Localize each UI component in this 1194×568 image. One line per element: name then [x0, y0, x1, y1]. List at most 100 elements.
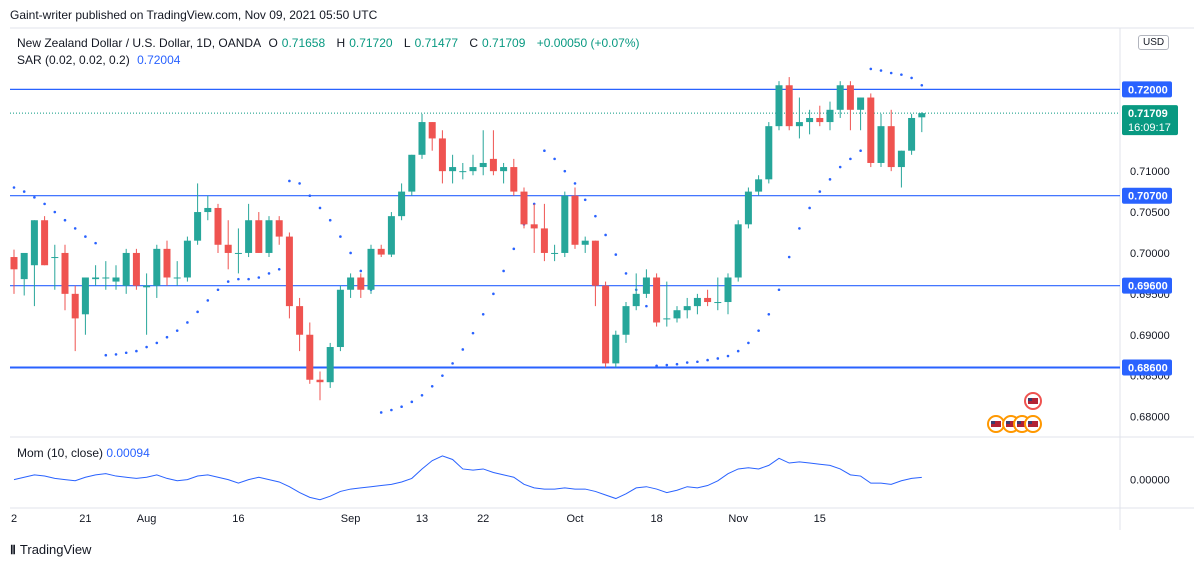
sar-dot	[726, 354, 730, 358]
candle-body	[183, 240, 191, 278]
time-tick-label: Nov	[728, 513, 748, 525]
sar-dot	[114, 353, 118, 356]
candle-body	[336, 289, 344, 348]
candle-body	[846, 85, 854, 110]
time-tick-label: 13	[416, 513, 428, 525]
sar-dot	[828, 178, 832, 181]
candle-body	[826, 109, 834, 123]
candle-body	[489, 158, 497, 172]
tradingview-footer[interactable]: Ⅱ TradingView	[10, 542, 91, 557]
currency-badge[interactable]: USD	[1138, 35, 1170, 50]
flag-stripes-icon	[991, 421, 1001, 427]
sar-dot	[267, 272, 271, 275]
candle-body	[316, 379, 324, 383]
candle-body	[122, 252, 130, 286]
candle-body	[571, 195, 579, 245]
time-tick-label: Oct	[566, 513, 583, 525]
sar-dot	[736, 349, 740, 353]
candle-body	[591, 240, 599, 286]
candle-body	[377, 248, 385, 255]
candle-body	[734, 224, 742, 278]
candle-body	[785, 85, 793, 127]
sar-dot	[349, 251, 352, 255]
sar-dot	[379, 411, 383, 414]
sar-dot	[257, 276, 261, 279]
candle-body	[653, 277, 661, 323]
candle-body	[10, 257, 18, 270]
sar-dot	[798, 227, 801, 230]
sar-dot	[308, 194, 312, 197]
sar-dot	[716, 357, 720, 360]
low-value: 0.71477	[414, 36, 458, 50]
sar-dot	[318, 206, 322, 210]
candle-body	[387, 216, 395, 255]
time-axis[interactable]: 2 21 Aug 16 Sep 13 22 Oct 18 Nov 15	[11, 513, 826, 525]
last-price-label: 0.71709	[1128, 108, 1168, 120]
candle-body	[163, 248, 171, 278]
sar-dot	[63, 218, 67, 222]
candle-body	[867, 97, 875, 163]
sar-dot	[859, 149, 862, 152]
level-price-tag	[1122, 359, 1172, 376]
candle-body	[632, 293, 640, 307]
candle-body	[693, 297, 701, 307]
sar-dot	[175, 329, 179, 332]
candle-body	[71, 293, 79, 319]
close-value: 0.71709	[482, 36, 526, 50]
sar-dot	[155, 341, 159, 345]
candle-body	[285, 236, 293, 307]
event-markers[interactable]	[987, 392, 1042, 433]
candle-body	[877, 126, 885, 163]
sar-dot	[685, 361, 689, 364]
candle-body	[408, 154, 416, 192]
candles	[10, 77, 926, 401]
candle-body	[857, 97, 865, 110]
level-price-tag	[1122, 187, 1172, 204]
countdown-label: 16:09:17	[1128, 122, 1171, 134]
candle-body	[530, 224, 538, 229]
low-label: L	[403, 36, 411, 50]
candle-body	[724, 277, 732, 303]
time-tick-label: Sep	[341, 513, 361, 525]
sar-dot	[492, 292, 495, 296]
sar-dot	[818, 190, 822, 193]
candle-body	[30, 220, 38, 266]
sar-dot	[226, 280, 230, 283]
candle-body	[265, 220, 273, 253]
candle-body	[275, 220, 283, 237]
candle-body	[143, 285, 151, 288]
candle-body	[765, 126, 773, 180]
candle-body	[897, 150, 905, 168]
level-price-tag	[1122, 81, 1172, 98]
sar-dot	[400, 405, 403, 409]
candle-body	[540, 228, 548, 253]
candle-body	[469, 167, 477, 172]
candle-body	[714, 302, 722, 304]
candle-body	[622, 306, 630, 335]
sar-dot	[655, 364, 658, 368]
chart-legend: New Zealand Dollar / U.S. Dollar, 1D, OA…	[17, 35, 644, 69]
sar-dot	[165, 335, 169, 339]
sar-dot	[604, 233, 607, 237]
sar-dot	[696, 360, 699, 364]
price-axis[interactable]: 0.720000.710000.705000.700000.695000.690…	[1122, 81, 1178, 424]
sar-dot	[675, 362, 679, 366]
candle-body	[112, 277, 120, 282]
sar-dot	[206, 299, 210, 302]
level-price-label: 0.72000	[1128, 84, 1168, 96]
time-tick-label: 2	[11, 513, 17, 525]
sar-dot	[84, 235, 87, 238]
sar-dot	[777, 288, 781, 292]
time-tick-label: 15	[814, 513, 826, 525]
price-tick-label: 0.69000	[1130, 330, 1170, 342]
candle-body	[663, 318, 671, 320]
sar-dot	[787, 255, 791, 259]
high-value: 0.71720	[349, 36, 393, 50]
sar-dot	[594, 214, 597, 218]
sar-dot	[706, 358, 709, 362]
momentum-legend: Mom (10, close) 0.00094	[17, 446, 150, 460]
flag-canton-icon	[1028, 421, 1032, 424]
sar-dot	[216, 288, 220, 292]
candle-body	[153, 248, 161, 286]
